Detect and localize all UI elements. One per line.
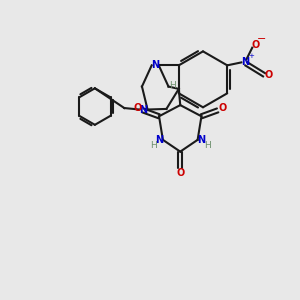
Text: N: N: [151, 60, 159, 70]
Text: H: H: [169, 81, 176, 90]
Text: N: N: [140, 104, 148, 115]
Text: N: N: [241, 57, 249, 68]
Text: O: O: [218, 103, 227, 113]
Text: O: O: [134, 103, 142, 113]
Text: H: H: [150, 141, 157, 150]
Text: −: −: [256, 34, 266, 44]
Text: N: N: [155, 135, 163, 145]
Text: H: H: [204, 141, 211, 150]
Text: O: O: [176, 168, 184, 178]
Text: O: O: [264, 70, 272, 80]
Text: +: +: [248, 53, 254, 59]
Text: O: O: [251, 40, 259, 50]
Text: N: N: [197, 135, 206, 145]
